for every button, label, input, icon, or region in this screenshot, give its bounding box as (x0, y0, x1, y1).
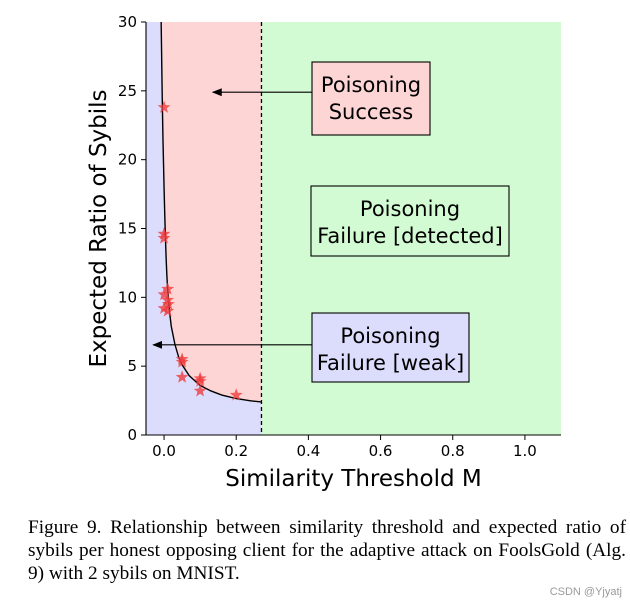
data-point (193, 374, 207, 387)
data-point (157, 301, 171, 314)
x-tick-label: 0.6 (369, 442, 393, 460)
figure-caption: Figure 9. Relationship between similarit… (28, 517, 626, 584)
x-axis-title: Similarity Threshold M (225, 466, 482, 492)
annotation-box-detected (310, 185, 510, 257)
x-tick-label: 0.2 (224, 442, 248, 460)
annotation-box-success (311, 61, 431, 136)
annotation-text-success: Success (329, 100, 414, 124)
axes-layer: 0.0 0.2 0.4 0.6 0.8 1.0 0 5 10 15 20 25 30 (118, 13, 561, 460)
data-point (175, 370, 189, 383)
y-tick-label: 30 (118, 13, 137, 31)
data-point (157, 100, 171, 113)
data-point (157, 231, 171, 244)
watermark: CSDN @Yjyatj (549, 586, 622, 598)
y-tick-label: 15 (118, 220, 137, 238)
curve-layer (160, 22, 262, 403)
data-point (175, 355, 189, 368)
boundary-curve (160, 22, 262, 403)
data-point (157, 287, 171, 301)
y-tick-label: 0 (127, 426, 137, 444)
points-layer (157, 100, 243, 401)
y-tick-label: 25 (118, 82, 137, 100)
annotation-text-detected: Failure [detected] (317, 224, 503, 248)
y-tick-label: 10 (118, 288, 137, 306)
data-point (161, 282, 175, 295)
annotation-text-weak: Failure [weak] (317, 351, 464, 375)
x-tick-label: 0.4 (296, 442, 320, 460)
data-point (193, 384, 207, 397)
x-tick-label: 0.8 (441, 442, 465, 460)
y-axis-title: Expected Ratio of Sybils (86, 89, 112, 367)
annotation-text-weak: Poisoning (340, 324, 440, 348)
x-tick-label: 1.0 (513, 442, 537, 460)
data-point (161, 297, 175, 310)
annotation-text-success: Poisoning (321, 73, 421, 97)
region-success (161, 22, 262, 402)
x-tick-label: 0.0 (152, 442, 176, 460)
y-tick-label: 5 (127, 357, 137, 375)
chart: Poisoning Success Poisoning Failure [detect… (86, 13, 561, 492)
annotation-text-detected: Poisoning (360, 197, 460, 221)
data-point (161, 304, 175, 317)
data-point (229, 388, 243, 401)
annotation-box-weak (311, 312, 470, 383)
y-tick-label: 20 (118, 151, 137, 169)
annotation-layer: Poisoning Success Poisoning Failure [detect… (152, 61, 510, 383)
